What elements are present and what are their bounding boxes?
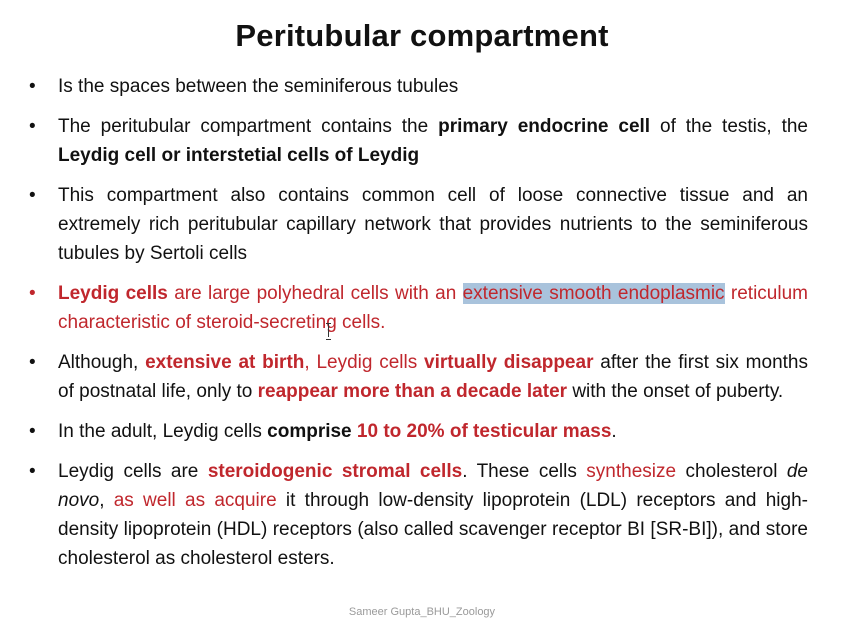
red-text: as well as acquire — [113, 490, 277, 511]
bullet-marker: • — [29, 283, 36, 304]
bullet-item: • Leydig cells are large polyhedral cells… — [28, 279, 808, 337]
text-cursor-icon — [325, 322, 332, 340]
bullet-text: cholesterol — [676, 461, 787, 482]
bullet-item: • Leydig cells are steroidogenic stromal … — [28, 457, 808, 573]
slide-title: Peritubular compartment — [235, 18, 609, 53]
bullet-text: The peritubular compartment contains the — [58, 116, 439, 137]
bullet-item: • Is the spaces between the seminiferous … — [28, 72, 808, 101]
red-text: synthesize — [586, 461, 677, 482]
bullet-text: In the adult, Leydig cells — [58, 421, 268, 442]
bullet-item: • This compartment also contains common c… — [28, 181, 808, 268]
bullet-text: . These cells — [462, 461, 587, 482]
bold-term: Leydig cell or interstetial cells of Ley… — [58, 145, 420, 166]
red-text: , Leydig cells — [304, 352, 425, 373]
bullet-marker: • — [29, 185, 36, 206]
bullet-marker: • — [29, 76, 36, 97]
bullet-text: with the onset of puberty. — [567, 381, 784, 402]
bullet-text: of the testis, the — [650, 116, 808, 137]
bullet-text: This compartment also contains common ce… — [58, 185, 808, 264]
bullet-marker: • — [29, 116, 36, 137]
bullet-text: are large polyhedral cells with an — [167, 283, 463, 304]
bullet-marker: • — [29, 421, 36, 442]
red-bold-term: reappear more than a decade later — [257, 381, 568, 402]
red-bold-term: steroidogenic stromal cells — [207, 461, 463, 482]
red-bold-term: 10 to 20% of testicular mass — [356, 421, 612, 442]
bullet-item: • The peritubular compartment contains th… — [28, 112, 808, 170]
bullet-marker: • — [29, 461, 36, 482]
slide-footer: Sameer Gupta_BHU_Zoology — [348, 606, 496, 618]
bullet-list: • Is the spaces between the seminiferous … — [28, 72, 808, 573]
red-bold-term: extensive at birth — [145, 352, 305, 373]
bold-term: primary endocrine cell — [438, 116, 651, 137]
bullet-text: reticulum characteristic of steroid-secr… — [58, 283, 808, 333]
bullet-text: Leydig cells are — [58, 461, 208, 482]
selected-text[interactable]: extensive smooth endoplasmic — [462, 283, 725, 304]
bullet-text: it through low-density lipoprotein (LDL)… — [58, 490, 808, 569]
bullet-marker: • — [29, 352, 36, 373]
bold-term: comprise — [267, 421, 352, 442]
bold-term: Leydig cells — [58, 283, 168, 304]
bullet-text: , — [99, 490, 114, 511]
bullet-text: after the first six months of postnatal … — [58, 352, 808, 402]
italic-term: de novo — [58, 461, 808, 511]
bullet-item: • In the adult, Leydig cells comprise 10 … — [28, 417, 808, 446]
bullet-text: Although, — [58, 352, 146, 373]
bullet-text: . — [611, 421, 617, 442]
bullet-text: Is the spaces between the seminiferous t… — [58, 76, 459, 97]
red-bold-term: virtually disappear — [424, 352, 594, 373]
bullet-item: • Although, extensive at birth, Leydig ce… — [28, 348, 808, 406]
